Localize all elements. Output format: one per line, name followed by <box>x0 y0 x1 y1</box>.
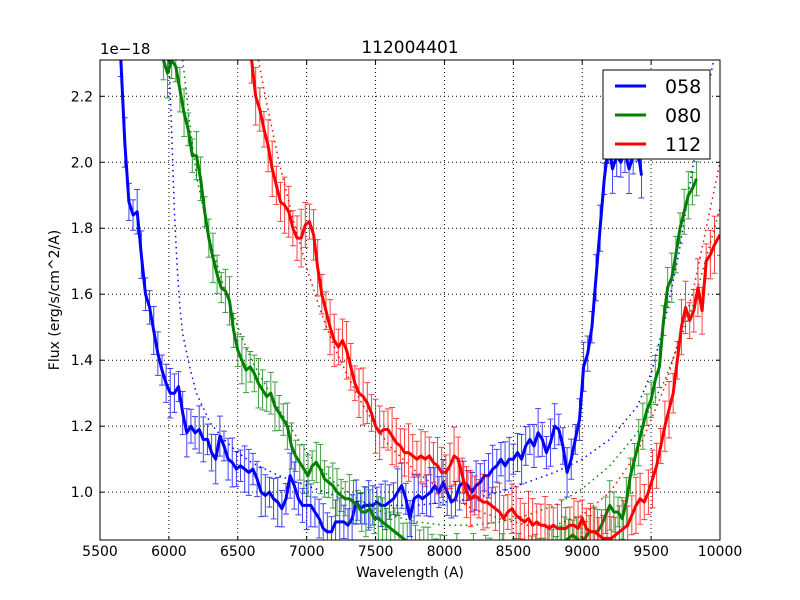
legend-item-112: 112 <box>615 134 701 156</box>
y-tick-label: 1.6 <box>71 287 93 303</box>
legend-label-080: 080 <box>665 105 701 127</box>
y-tick-label: 1.8 <box>71 221 93 237</box>
x-tick-label: 9000 <box>564 544 600 560</box>
y-tick-label: 2.0 <box>71 155 93 171</box>
x-tick-label: 9500 <box>633 544 669 560</box>
x-tick-label: 10000 <box>698 544 743 560</box>
x-tick-label: 5500 <box>82 544 118 560</box>
y-axis-label: Flux (erg/s/cm^2/A) <box>47 230 63 370</box>
legend-label-058: 058 <box>665 76 701 98</box>
legend-item-058: 058 <box>615 76 701 98</box>
plot-series <box>117 60 720 540</box>
chart-title: 112004401 <box>361 38 458 58</box>
data-line-058 <box>119 60 643 534</box>
legend-label-112: 112 <box>665 134 701 156</box>
y-tick-label: 1.2 <box>71 419 93 435</box>
axis-ticks: 5500 6000 6500 7000 7500 8000 8500 9000 9500 1000… <box>71 60 743 560</box>
x-tick-label: 7500 <box>358 544 394 560</box>
y-offset-label: 1e−18 <box>100 40 150 58</box>
data-line-080 <box>161 60 698 540</box>
series-080 <box>160 60 720 540</box>
x-tick-label: 8500 <box>496 544 532 560</box>
y-tick-label: 2.2 <box>71 89 93 105</box>
y-tick-label: 1.0 <box>71 485 93 501</box>
legend: 058 080 112 <box>602 69 711 160</box>
x-tick-label: 6000 <box>151 544 187 560</box>
x-tick-label: 6500 <box>220 544 256 560</box>
data-line-112 <box>250 60 720 540</box>
x-tick-label: 8000 <box>427 544 463 560</box>
x-tick-label: 7000 <box>289 544 325 560</box>
legend-item-080: 080 <box>615 105 701 127</box>
axes-frame <box>99 59 721 541</box>
series-112 <box>248 60 720 540</box>
x-axis-label: Wavelength (A) <box>356 565 464 581</box>
y-tick-label: 1.4 <box>71 353 93 369</box>
